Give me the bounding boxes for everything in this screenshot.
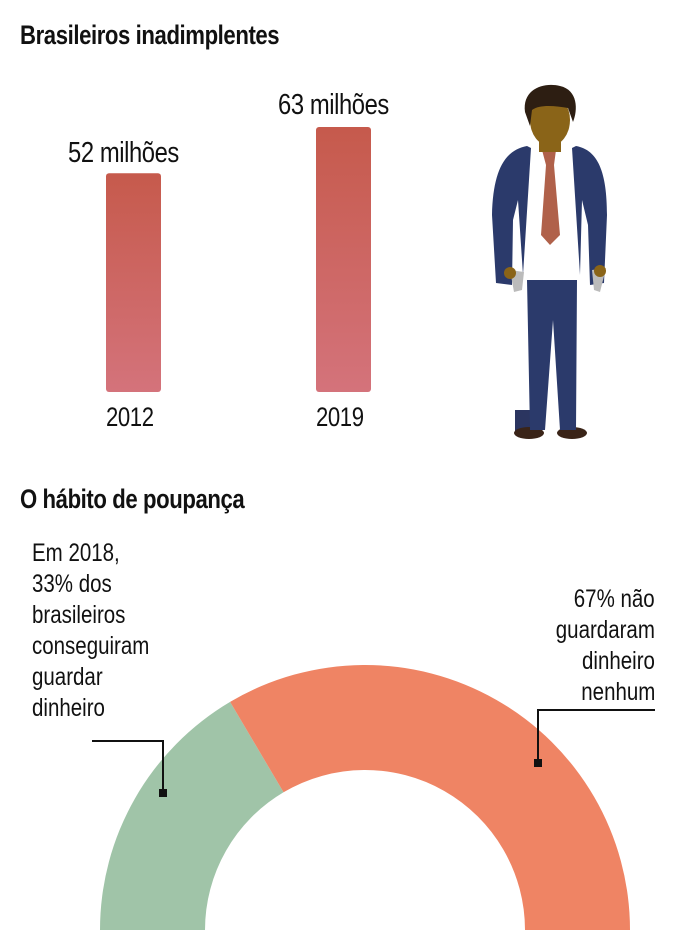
man-empty-pockets-icon: [492, 84, 607, 439]
label-not-saved: 67% não guardaram dinheiro nenhum: [555, 585, 655, 706]
savings-slice-saved: [100, 701, 284, 930]
bar-category-label-2019: 2019: [316, 402, 364, 432]
bar-2012: [106, 173, 161, 392]
callout-not-saved: [534, 709, 655, 767]
bar-2019: [316, 127, 371, 392]
bar-value-label-2019: 63 milhões: [278, 89, 389, 121]
bar-value-label-2012: 52 milhões: [68, 137, 179, 169]
callout-saved: [92, 740, 167, 797]
label-saved: Em 2018, 33% dos brasileiros conseguiram…: [32, 539, 150, 722]
bar-category-label-2012: 2012: [106, 402, 154, 432]
savings-slice-not-saved: [230, 665, 631, 930]
debtors-title: Brasileiros inadimplentes: [20, 20, 280, 50]
savings-title: O hábito de poupança: [20, 484, 245, 514]
